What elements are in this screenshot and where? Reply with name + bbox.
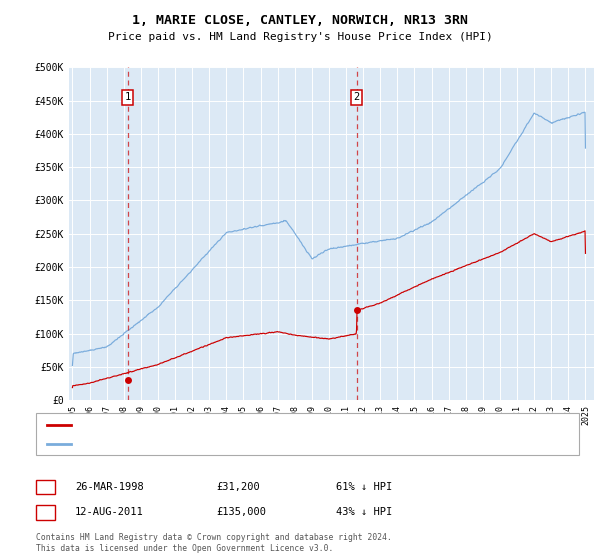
- Text: 2: 2: [43, 507, 49, 517]
- Text: 2: 2: [353, 92, 360, 102]
- Text: 1, MARIE CLOSE, CANTLEY, NORWICH, NR13 3RN (detached house): 1, MARIE CLOSE, CANTLEY, NORWICH, NR13 3…: [77, 421, 416, 430]
- Text: 1, MARIE CLOSE, CANTLEY, NORWICH, NR13 3RN: 1, MARIE CLOSE, CANTLEY, NORWICH, NR13 3…: [132, 14, 468, 27]
- Text: 12-AUG-2011: 12-AUG-2011: [75, 507, 144, 517]
- Text: HPI: Average price, detached house, Broadland: HPI: Average price, detached house, Broa…: [77, 439, 335, 448]
- Text: 43% ↓ HPI: 43% ↓ HPI: [336, 507, 392, 517]
- Text: 1: 1: [43, 482, 49, 492]
- Text: Contains HM Land Registry data © Crown copyright and database right 2024.
This d: Contains HM Land Registry data © Crown c…: [36, 533, 392, 553]
- Text: £135,000: £135,000: [216, 507, 266, 517]
- Text: Price paid vs. HM Land Registry's House Price Index (HPI): Price paid vs. HM Land Registry's House …: [107, 32, 493, 43]
- Text: 26-MAR-1998: 26-MAR-1998: [75, 482, 144, 492]
- Text: £31,200: £31,200: [216, 482, 260, 492]
- Text: 61% ↓ HPI: 61% ↓ HPI: [336, 482, 392, 492]
- Text: 1: 1: [125, 92, 131, 102]
